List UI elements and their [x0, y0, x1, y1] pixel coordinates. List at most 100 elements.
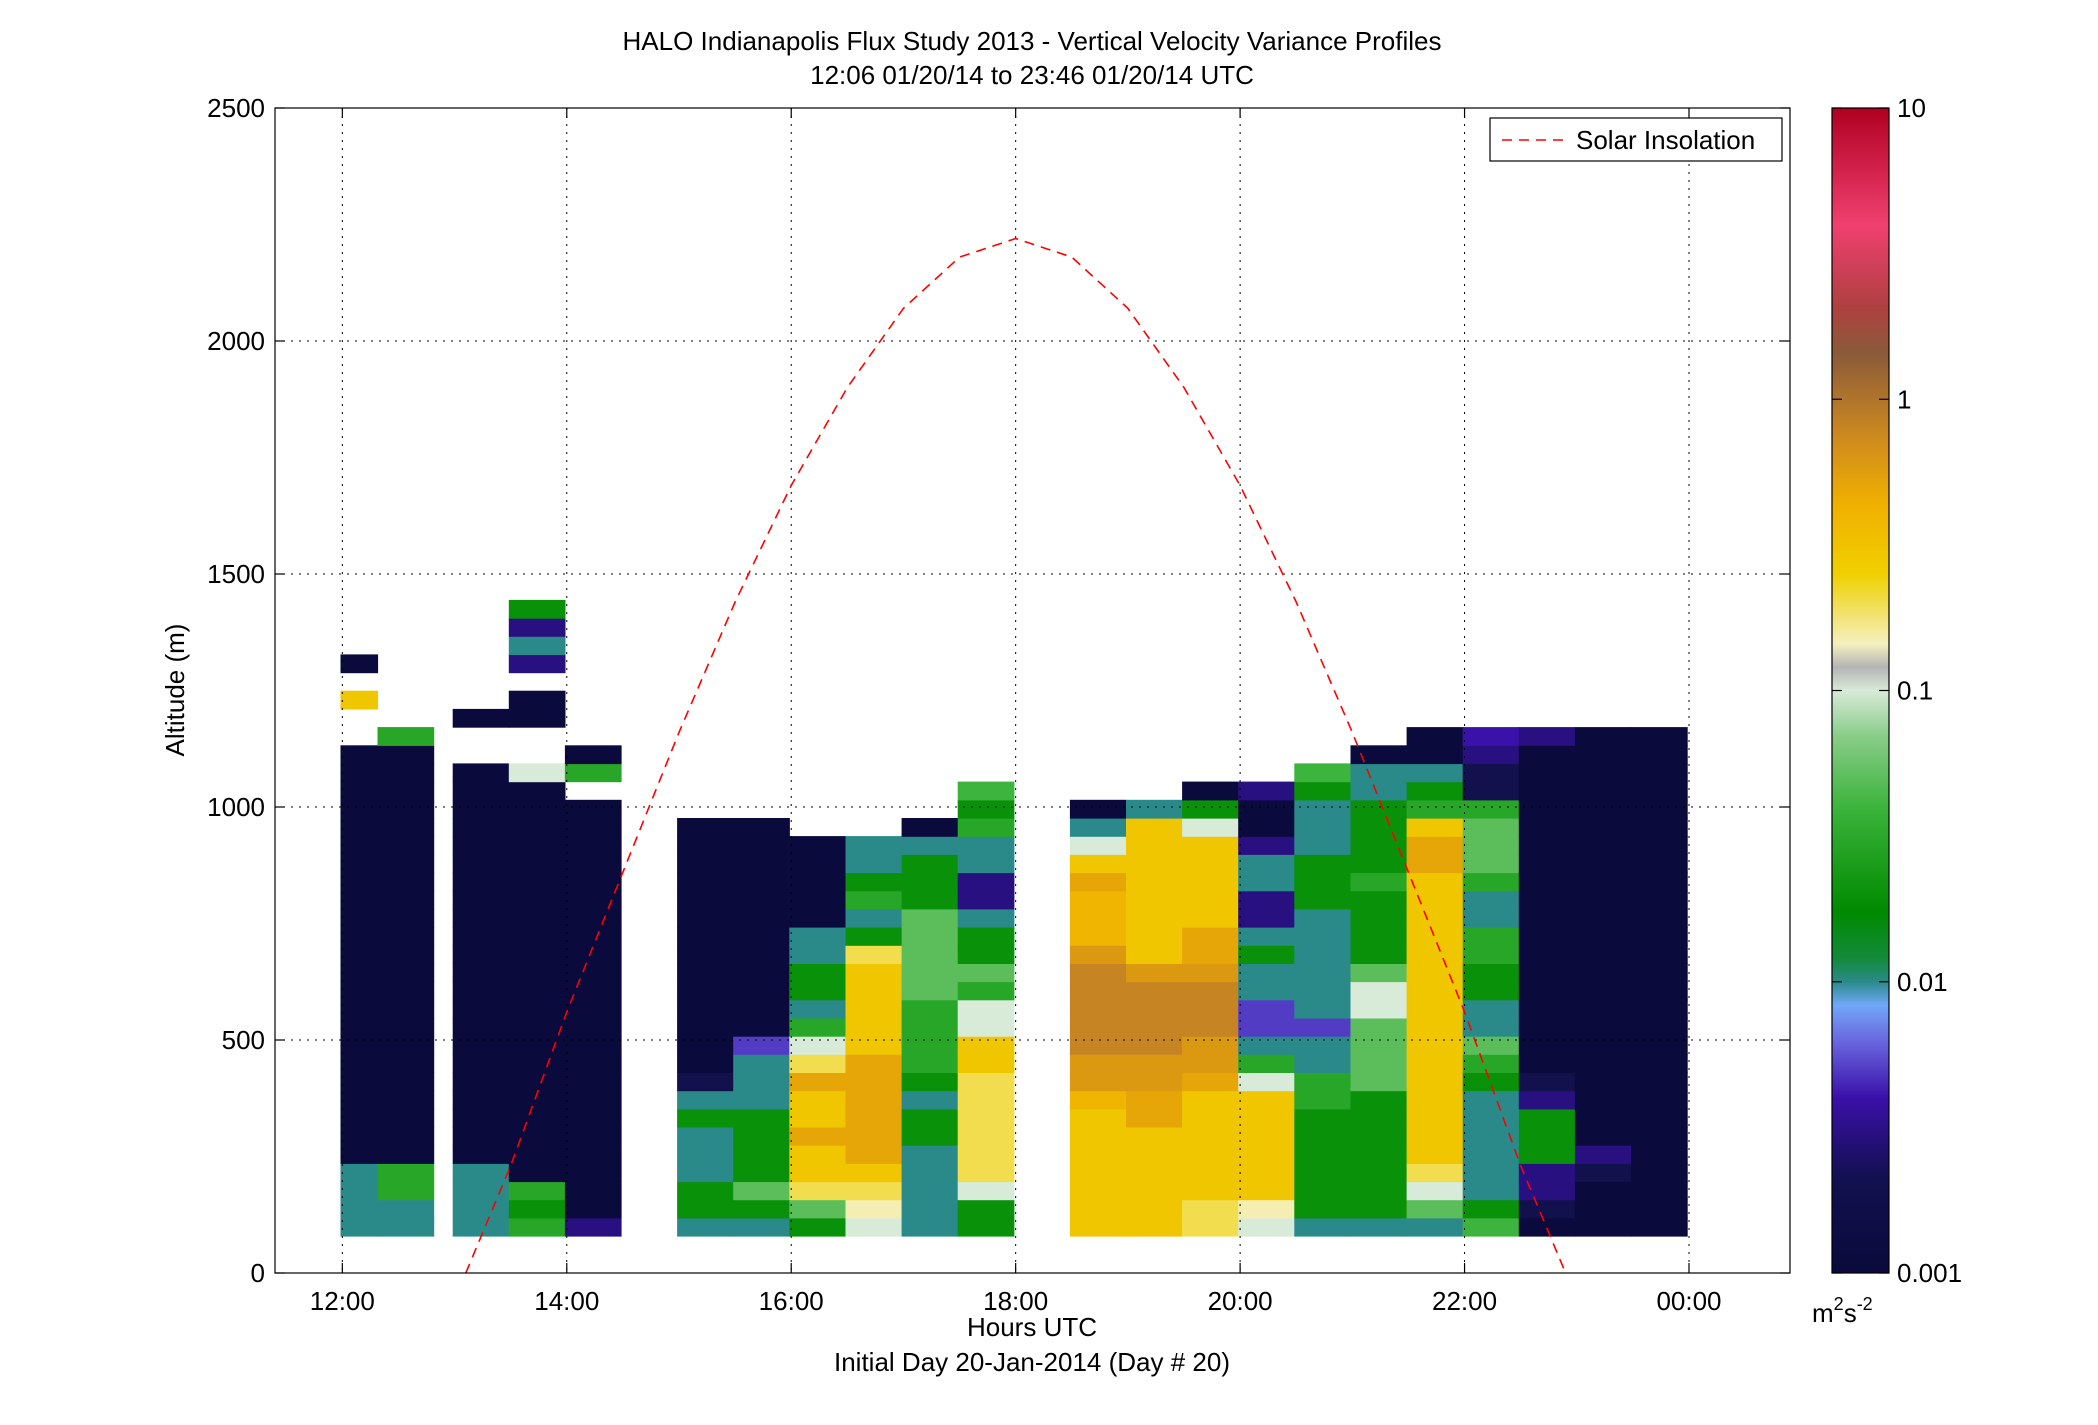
variance-cell [677, 1090, 734, 1110]
variance-cell [733, 927, 790, 946]
variance-cell [1631, 1054, 1688, 1073]
variance-cell [1126, 1163, 1183, 1183]
variance-cell [733, 1072, 790, 1092]
variance-cell [1294, 763, 1351, 783]
variance-cell [789, 1072, 846, 1092]
variance-cell [901, 1017, 959, 1037]
variance-cell [340, 1126, 379, 1146]
variance-cell [957, 945, 1015, 964]
variance-cell [1182, 1108, 1239, 1128]
variance-cell [1126, 872, 1183, 892]
variance-cell [340, 1217, 379, 1237]
variance-cell [1462, 1163, 1520, 1183]
variance-cell [377, 1036, 435, 1055]
variance-cell [452, 1017, 510, 1037]
variance-cell [733, 818, 790, 837]
variance-cell [1350, 927, 1408, 946]
variance-cell [1350, 1163, 1408, 1183]
variance-cell [1574, 818, 1632, 837]
variance-cell [1631, 981, 1688, 1001]
variance-cell [901, 908, 959, 928]
variance-cell [1350, 890, 1408, 910]
variance-cell [957, 1090, 1015, 1110]
variance-cell [1462, 963, 1520, 983]
variance-cell [1518, 1108, 1576, 1128]
colorbar-ticks: 0.001 0.01 0.1 1 10 [1832, 93, 1962, 1288]
variance-cell [677, 999, 734, 1019]
variance-cell [1350, 963, 1408, 983]
variance-cell [677, 1199, 734, 1219]
variance-cell [1069, 1090, 1127, 1110]
variance-cell [677, 963, 734, 983]
variance-cell [1238, 927, 1295, 946]
variance-cell [789, 945, 846, 964]
variance-cell [1294, 1072, 1351, 1092]
variance-cell [733, 1181, 790, 1201]
variance-cell [1518, 872, 1576, 892]
variance-cell [377, 1217, 435, 1237]
variance-cell [1238, 1199, 1295, 1219]
variance-cell [1406, 818, 1464, 837]
x-tick-label: 20:00 [1208, 1286, 1273, 1316]
variance-cell [1069, 1217, 1127, 1237]
variance-cell [789, 1199, 846, 1219]
variance-cell [1518, 836, 1576, 855]
variance-cell [1182, 836, 1239, 855]
variance-cell [1350, 818, 1408, 837]
variance-cell [957, 799, 1015, 819]
variance-cell [845, 1072, 903, 1092]
variance-cell [1294, 963, 1351, 983]
plot-frame [274, 107, 1791, 1274]
variance-cell [733, 1108, 790, 1128]
variance-cell [1574, 1163, 1632, 1183]
variance-cell [1238, 963, 1295, 983]
variance-cell [1294, 999, 1351, 1019]
variance-cell [957, 1108, 1015, 1128]
variance-cell [508, 818, 566, 837]
variance-cell [1574, 945, 1632, 964]
variance-cell [1238, 1217, 1295, 1237]
variance-cell [1350, 981, 1408, 1001]
variance-cell [452, 854, 510, 874]
variance-cell [1518, 1181, 1576, 1201]
variance-cell [789, 854, 846, 874]
variance-cell [1126, 1199, 1183, 1219]
legend-label-solar-insolation: Solar Insolation [1576, 125, 1755, 155]
variance-cell [1462, 1181, 1520, 1201]
variance-cell [677, 908, 734, 928]
variance-cell [1631, 1126, 1688, 1146]
colorbar-unit-label: m2s-2 [1812, 1294, 1873, 1328]
variance-cell [845, 1036, 903, 1055]
variance-cell [901, 872, 959, 892]
variance-cell [901, 981, 959, 1001]
variance-cell [1574, 981, 1632, 1001]
variance-cell [957, 1199, 1015, 1219]
variance-cell [957, 999, 1015, 1019]
variance-cell [1294, 1108, 1351, 1128]
variance-cell [1518, 1126, 1576, 1146]
variance-cell [1238, 836, 1295, 855]
variance-cell [1238, 1126, 1295, 1146]
colorbar-unit-s: s [1844, 1298, 1857, 1328]
variance-cell [677, 1181, 734, 1201]
variance-cell [1574, 1017, 1632, 1037]
variance-cell [508, 927, 566, 946]
variance-cell [564, 1090, 622, 1110]
variance-cell [1182, 854, 1239, 874]
variance-cell [1238, 1163, 1295, 1183]
variance-cell [1574, 927, 1632, 946]
variance-cell [733, 981, 790, 1001]
variance-cell [1126, 999, 1183, 1019]
variance-cell [1294, 836, 1351, 855]
variance-cell [1406, 1054, 1464, 1073]
variance-cell [901, 1072, 959, 1092]
variance-cell [1238, 981, 1295, 1001]
variance-cell [1294, 890, 1351, 910]
variance-cell [452, 1036, 510, 1055]
variance-cell [564, 872, 622, 892]
variance-cell [1126, 854, 1183, 874]
variance-cell [452, 1181, 510, 1201]
variance-cell [1182, 945, 1239, 964]
variance-cell [1238, 1054, 1295, 1073]
variance-cell [508, 763, 566, 783]
